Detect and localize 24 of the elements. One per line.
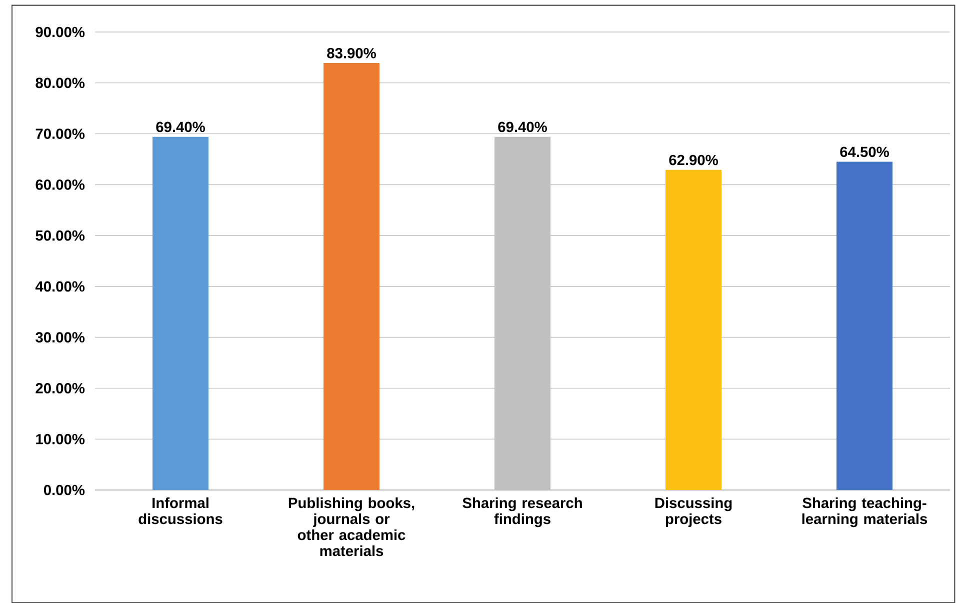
y-tick-label: 90.00% (36, 26, 85, 38)
y-tick-label: 80.00% (36, 78, 85, 88)
x-tick-label: Discussing projects (655, 497, 732, 527)
bar (666, 170, 722, 490)
y-tick-label: 20.00% (36, 382, 85, 394)
x-tick-label: Informal discussions (138, 497, 222, 524)
y-tick-label: 40.00% (35, 281, 85, 292)
data-label: 62.90% (669, 154, 718, 166)
data-label: 64.50% (840, 146, 889, 157)
bar (324, 62, 380, 490)
x-tick-label: Sharing teaching-learning materials (802, 497, 928, 528)
y-tick-label: 70.00% (36, 128, 85, 139)
bar (152, 136, 209, 490)
data-label: 69.40% (498, 122, 547, 132)
x-tick-label: Publishing books, journals or other academic materials (288, 497, 414, 556)
y-tick-label: 50.00% (36, 230, 85, 241)
data-label: 69.40% (156, 122, 205, 132)
y-tick-label: 0.00% (44, 484, 85, 496)
x-tick-label: Sharing research findings (462, 497, 582, 528)
data-label: 83.90% (327, 48, 376, 58)
bar (836, 162, 892, 490)
y-tick-label: 30.00% (36, 332, 85, 342)
y-tick-label: 10.00% (36, 434, 85, 444)
y-tick-label: 60.00% (36, 179, 85, 190)
